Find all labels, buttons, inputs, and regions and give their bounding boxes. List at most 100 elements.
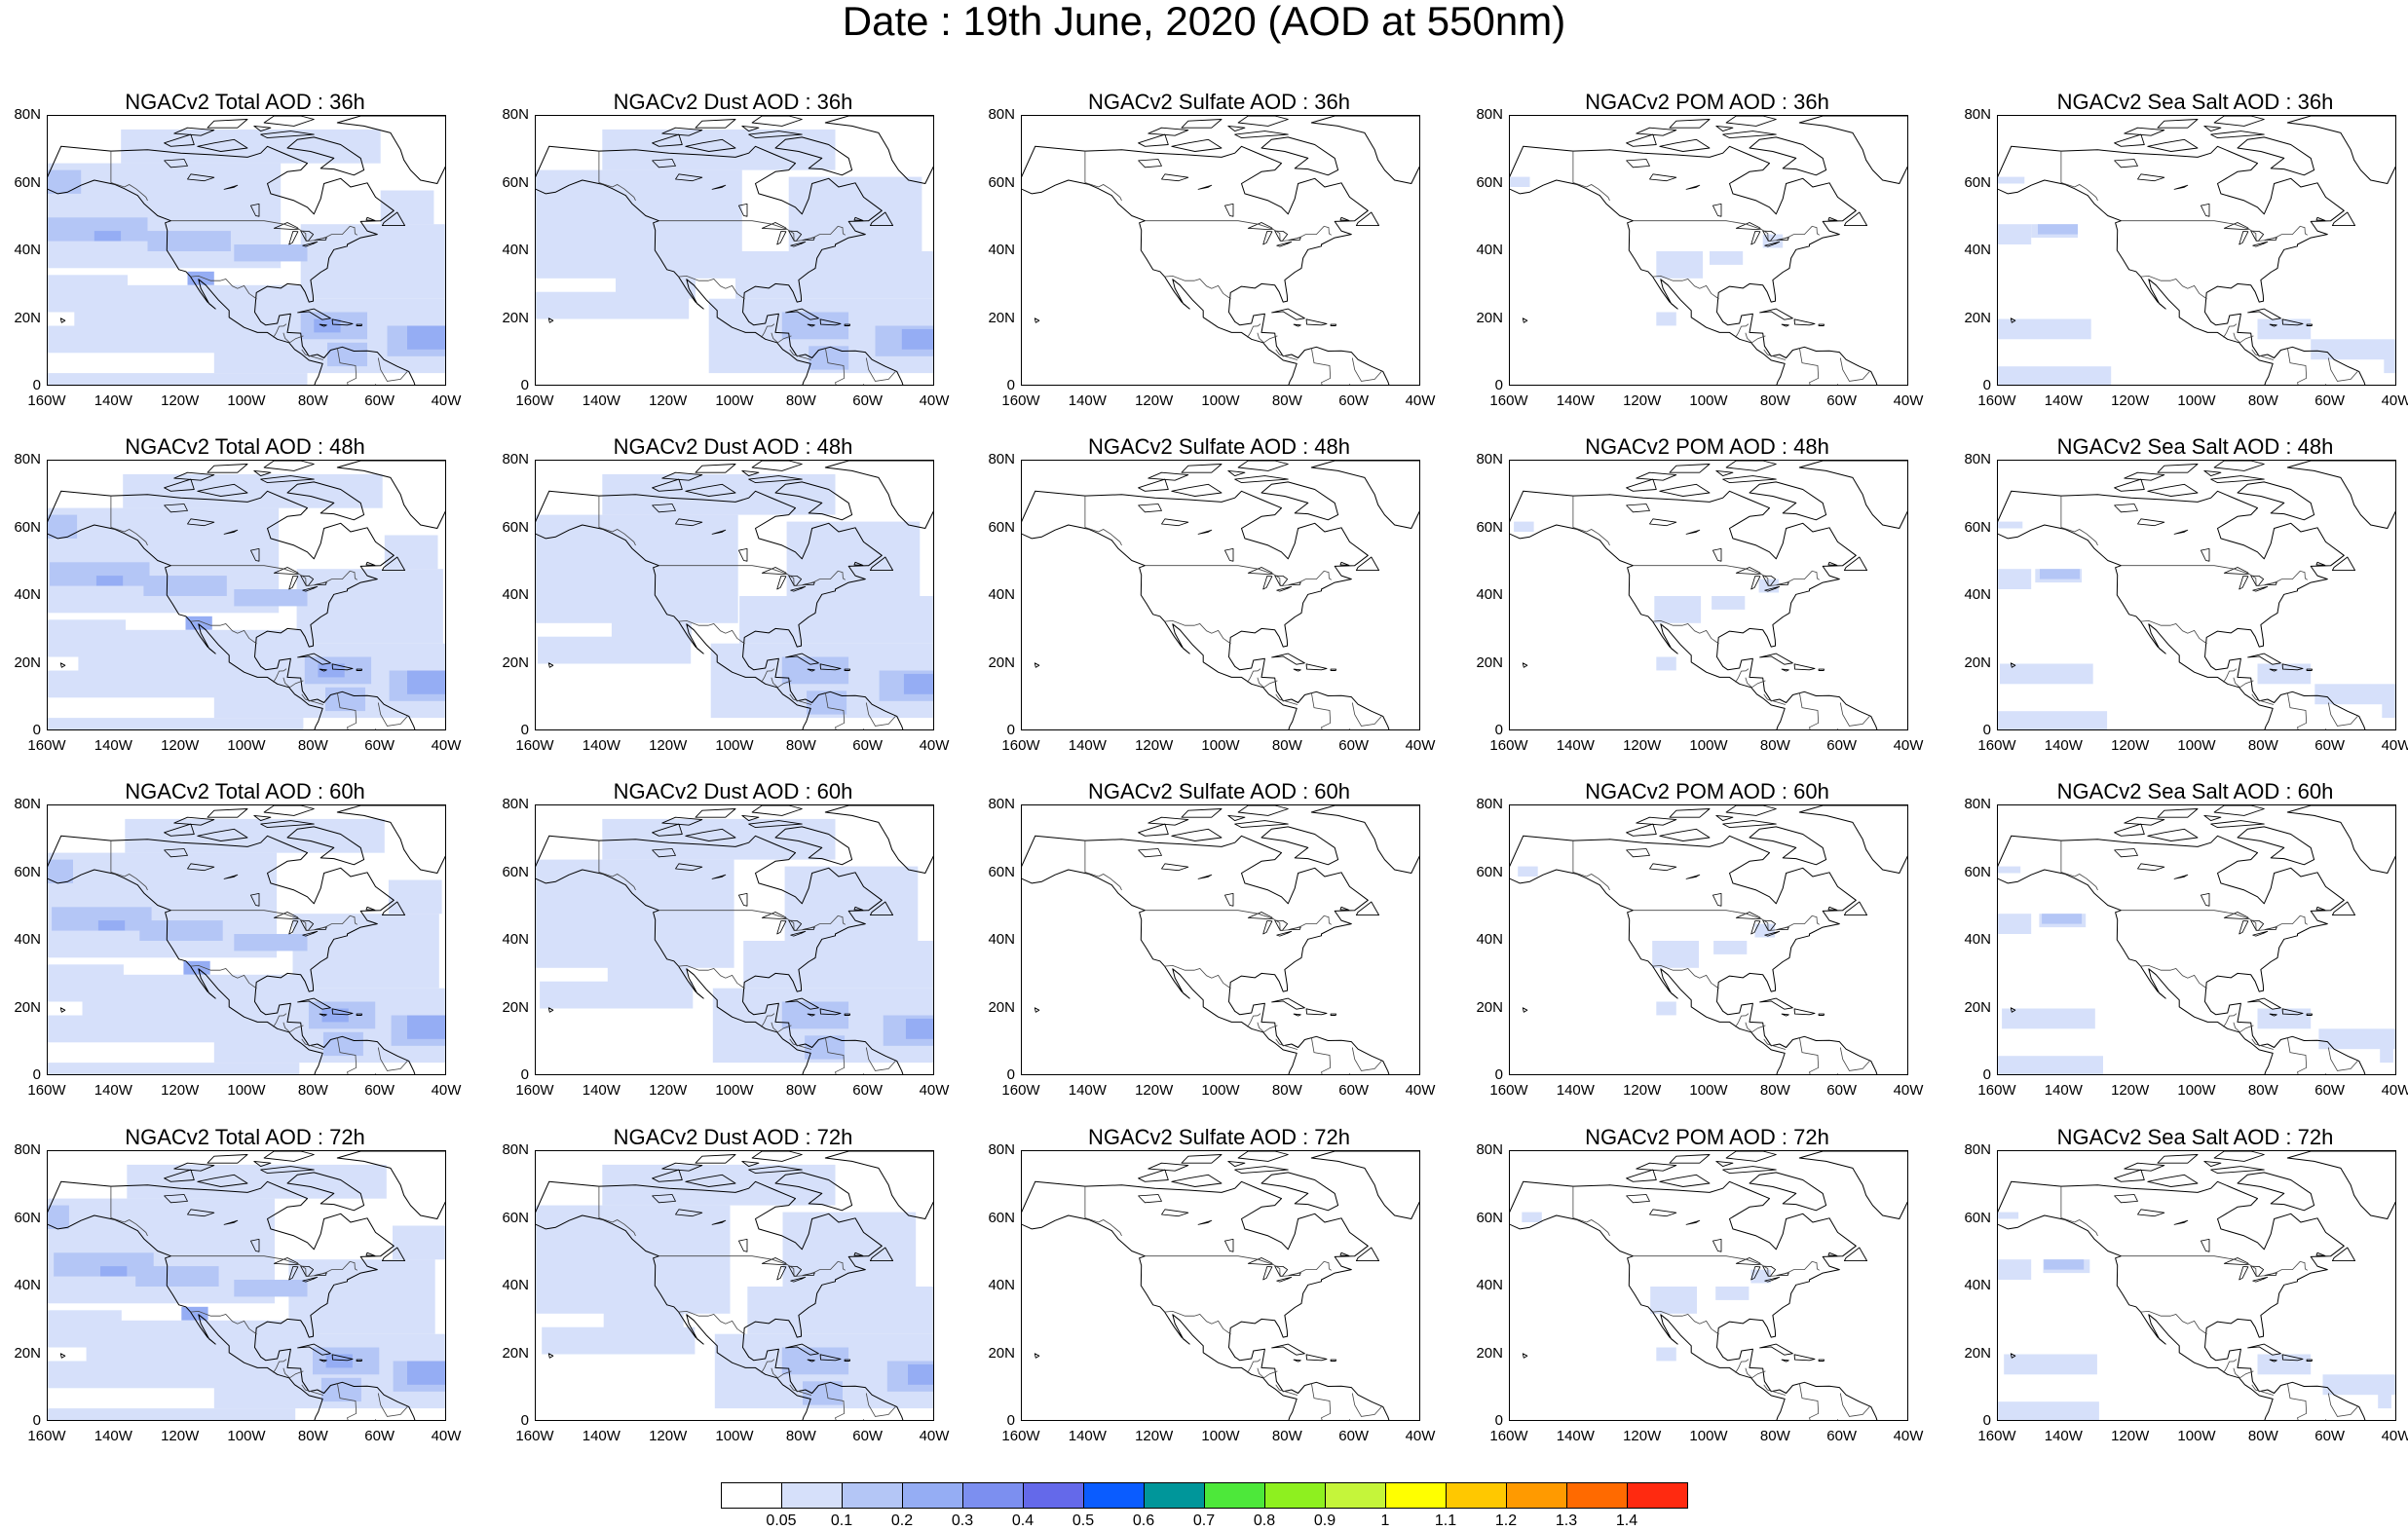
lake xyxy=(1223,1239,1234,1252)
x-tick-label: 140W xyxy=(1068,1428,1107,1444)
lake xyxy=(1138,504,1162,513)
island xyxy=(1781,323,1789,327)
island xyxy=(1355,1247,1380,1262)
aod-region xyxy=(2314,684,2395,705)
aod-map xyxy=(48,461,445,729)
island xyxy=(2269,323,2277,327)
island xyxy=(1818,323,1825,326)
island xyxy=(1626,1169,1657,1182)
political-boundary xyxy=(1763,349,1787,360)
y-tick-label: 0 xyxy=(520,722,529,738)
coastline xyxy=(1510,145,1878,385)
coastline-baffin xyxy=(1749,826,1827,866)
aod-region xyxy=(325,687,365,712)
political-boundary xyxy=(1633,565,1821,587)
lake xyxy=(2252,930,2269,937)
political-boundary xyxy=(761,323,775,338)
x-tick-label: 100W xyxy=(1689,737,1728,754)
aod-region xyxy=(234,244,308,262)
coastline-greenland xyxy=(1310,1151,1419,1219)
coastline-greenland xyxy=(336,461,445,529)
island xyxy=(1339,1251,1350,1256)
aod-map xyxy=(536,116,933,385)
political-boundary xyxy=(771,1367,792,1379)
map-plot-area xyxy=(47,804,446,1075)
y-tick-label: 20N xyxy=(1476,998,1503,1016)
x-tick-label: 160W xyxy=(27,1082,66,1099)
island xyxy=(253,814,272,822)
x-tick-label: 160W xyxy=(1977,1428,2016,1444)
y-tick-label: 20N xyxy=(502,998,529,1016)
political-boundary xyxy=(377,1047,408,1071)
island xyxy=(1271,997,1305,1010)
lake xyxy=(223,1219,239,1225)
lake xyxy=(273,567,300,575)
island xyxy=(173,816,215,826)
island xyxy=(1034,662,1040,668)
x-tick-label: 120W xyxy=(2111,737,2150,754)
island xyxy=(1659,483,1711,497)
x-tick-label: 120W xyxy=(161,1428,200,1444)
island xyxy=(1293,1359,1301,1363)
island xyxy=(1843,211,1868,227)
island xyxy=(1636,816,1677,826)
political-boundary xyxy=(2327,1393,2358,1417)
x-tick-label: 120W xyxy=(649,1082,688,1099)
x-tick-label: 100W xyxy=(227,1082,266,1099)
map-plot-area xyxy=(1997,804,2396,1075)
aod-map xyxy=(48,805,445,1074)
island xyxy=(695,808,736,818)
political-boundary xyxy=(1145,220,1333,243)
island xyxy=(1715,125,1734,132)
coastline-greenland xyxy=(336,805,445,874)
island xyxy=(1522,662,1528,668)
political-boundary xyxy=(1839,1047,1870,1071)
lake xyxy=(249,548,260,562)
political-boundary xyxy=(1351,1393,1382,1417)
aod-region xyxy=(743,941,933,989)
lake xyxy=(1274,1265,1289,1278)
lake xyxy=(788,1265,803,1278)
island xyxy=(260,1166,315,1175)
island xyxy=(2324,384,2327,385)
island xyxy=(547,662,554,668)
island xyxy=(197,138,248,152)
political-boundary xyxy=(1084,840,1122,891)
island xyxy=(1522,317,1528,323)
lake xyxy=(2137,1209,2165,1217)
panel-title: NGACv2 Dust AOD : 36h xyxy=(613,90,853,114)
aod-region xyxy=(393,1225,445,1260)
island xyxy=(374,1419,377,1420)
island xyxy=(1636,1162,1677,1172)
political-boundary xyxy=(2251,1384,2275,1396)
island xyxy=(2010,662,2016,668)
aod-region xyxy=(48,1205,69,1229)
political-boundary xyxy=(170,910,358,932)
aod-map xyxy=(1510,1151,1907,1420)
lake xyxy=(790,241,807,247)
aod-region xyxy=(388,879,442,915)
x-tick-label: 120W xyxy=(161,737,200,754)
panel-title: NGACv2 Total AOD : 48h xyxy=(125,434,365,459)
island xyxy=(297,308,331,320)
y-tick-label: 40N xyxy=(1476,242,1503,258)
x-tick-label: 100W xyxy=(2177,392,2216,409)
x-tick-label: 120W xyxy=(1135,1082,1174,1099)
island xyxy=(1636,127,1677,136)
island xyxy=(685,828,736,841)
y-tick-label: 20N xyxy=(1476,653,1503,671)
lake xyxy=(1138,1194,1162,1204)
x-tick-label: 40W xyxy=(1893,1428,1924,1444)
political-boundary xyxy=(190,275,257,300)
lake xyxy=(2239,576,2249,590)
lake xyxy=(1735,1257,1762,1265)
coastline-baffin xyxy=(774,136,853,176)
political-boundary xyxy=(1633,220,1821,243)
aod-region xyxy=(2257,1354,2312,1375)
x-tick-label: 80W xyxy=(1271,1428,1302,1444)
aod-region xyxy=(407,670,445,694)
political-boundary xyxy=(190,619,257,645)
aod-region xyxy=(407,1015,445,1039)
aod-region xyxy=(2257,663,2312,685)
island xyxy=(381,556,406,572)
